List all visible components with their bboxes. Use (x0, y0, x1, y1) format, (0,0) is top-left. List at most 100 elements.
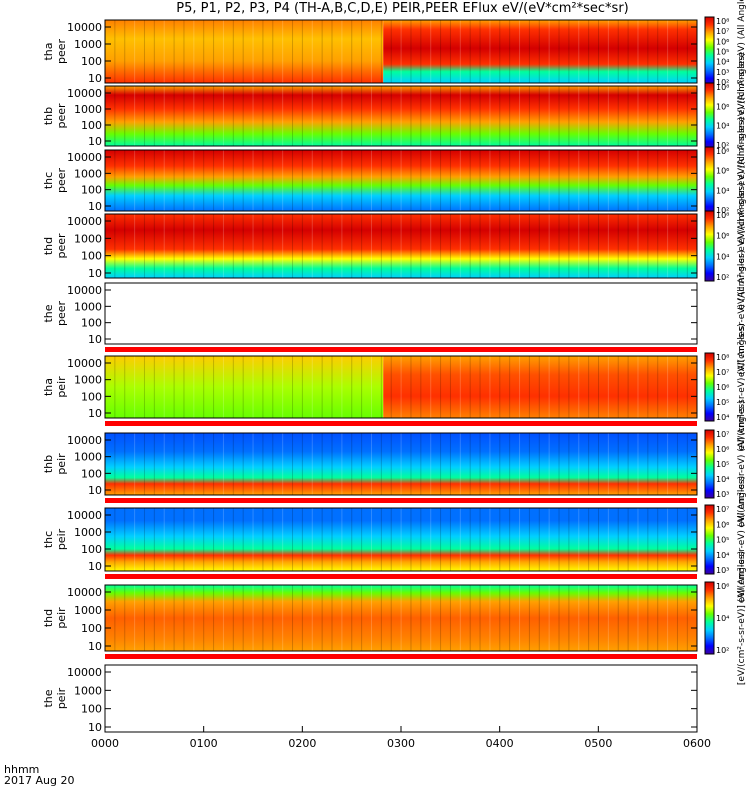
x-tick-label: 0300 (387, 737, 415, 750)
y-tick-label: 10 (88, 135, 102, 148)
spectrogram-image (105, 214, 697, 278)
colorbar-tick-label: 10³ (716, 490, 729, 499)
y-tick-label: 10 (88, 333, 102, 346)
quality-flag-bar (105, 347, 697, 352)
panel-frame (104, 507, 698, 572)
spectrogram-texture (104, 86, 688, 146)
colorbar-label: eV/(cm²-s-sr-eV) (All Angles) (737, 117, 747, 244)
colorbar-tick-label: 10⁶ (716, 520, 729, 529)
spectrogram-image (105, 433, 697, 495)
y-tick-label: 100 (81, 543, 102, 556)
panel-the-peir: 10 100 1000 10000 thepeir (42, 664, 698, 734)
y-tick-label: 10000 (67, 21, 102, 34)
colorbar-label: eV/(cm²-s-sr-eV) (All Angles) (737, 0, 747, 115)
y-tick-label: 10 (88, 407, 102, 420)
y-tick-label: 1000 (74, 167, 102, 180)
panel-frame (104, 213, 698, 279)
spectrogram-image (383, 20, 697, 83)
colorbar-label: eV/(cm²-s-sr-eV) (All Angles) (737, 182, 747, 309)
colorbar-label: eV/(cm²-s-sr-eV) (All Angles) (737, 250, 747, 377)
spectrogram-texture (104, 20, 688, 83)
panel-thc-peer: 10 100 1000 10000 thcpeer 10² 10⁴ 10⁶ 10⁸ eV/(cm²… (42, 117, 747, 244)
y-tick-label: 10000 (67, 666, 102, 679)
y-tick-label: 100 (81, 390, 102, 403)
panel-frame (104, 85, 698, 147)
spectrogram-texture (104, 214, 688, 278)
spectrogram-image (105, 585, 697, 651)
y-tick-label: 100 (81, 250, 102, 263)
y-tick-label: 10000 (67, 357, 102, 370)
panel-thb-peir: 10 100 1000 10000 thbpeir 10³ 10⁴ 10⁵ 10⁶ 10⁷ eV/(… (42, 400, 747, 527)
colorbar-tick-label: 10⁴ (716, 252, 729, 261)
y-tick-label: 1000 (74, 526, 102, 539)
y-tick-label: 1000 (74, 103, 102, 116)
y-tick-label: 10000 (67, 434, 102, 447)
panel-label: thapeer (42, 39, 68, 65)
y-tick-label: 1000 (74, 451, 102, 464)
panel-label: thepeir (42, 687, 68, 709)
panel-frame (104, 664, 698, 733)
y-tick-label: 10 (88, 200, 102, 213)
colorbar (704, 429, 715, 499)
y-tick-label: 1000 (74, 38, 102, 51)
x-tick-label: 0200 (288, 737, 316, 750)
y-tick-label: 100 (81, 467, 102, 480)
quality-flag-bar (105, 654, 697, 659)
colorbar (704, 16, 715, 87)
spectrogram-texture (104, 150, 688, 211)
spectrogram-image (105, 86, 697, 146)
panel-thd-peer: 10 100 1000 10000 thdpeer 10² 10⁴ 10⁶ 10⁸ eV/(cm²… (42, 182, 747, 309)
y-tick-label: 10 (88, 640, 102, 653)
panel-tha-peir: 10 100 1000 10000 thapeir 10⁴ 10⁵ 10⁶ 10⁷ 10⁸ eV/(… (42, 323, 747, 450)
panel-label: thcpeir (42, 528, 68, 550)
y-tick-label: 10000 (67, 284, 102, 297)
time-axis-label: hhmm 2017 Aug 20 (4, 764, 74, 786)
y-tick-label: 10 (88, 560, 102, 573)
colorbar-tick-label: 10⁶ (716, 102, 729, 111)
panel-frame (104, 19, 698, 84)
colorbar (704, 146, 715, 215)
colorbar-tick-label: 10⁸ (716, 147, 729, 156)
panel-label: thepeer (42, 301, 68, 327)
panel-frame (104, 149, 698, 212)
spectrogram-image (105, 20, 384, 83)
colorbar-tick-label: 10⁶ (716, 445, 729, 454)
panel-thb-peer: 10 100 1000 10000 thbpeer 10² 10⁴ 10⁶ 10⁸ eV/(cm²… (42, 52, 747, 179)
x-tick-label: 0400 (486, 737, 514, 750)
y-tick-label: 100 (81, 703, 102, 716)
panel-label: thdpeer (42, 233, 68, 259)
y-tick-label: 100 (81, 55, 102, 68)
quality-flag-bar (105, 574, 697, 579)
plot-title: P5, P1, P2, P3, P4 (TH-A,B,C,D,E) PEIR,P… (176, 1, 629, 16)
spectrogram-texture (104, 433, 688, 495)
y-tick-label: 100 (81, 317, 102, 330)
panel-frame (104, 282, 698, 345)
colorbar-tick-label: 10² (716, 206, 729, 215)
panel-frame (104, 355, 698, 419)
colorbar-tick-label: 10⁴ (716, 122, 729, 131)
colorbar-tick-label: 10⁶ (716, 37, 729, 46)
colorbar-tick-label: 10⁴ (716, 413, 729, 422)
colorbar-label: eV/(cm²-s-sr-eV) (All Angles) (737, 323, 747, 450)
colorbar-tick-label: 10⁴ (716, 186, 729, 195)
colorbar-tick-label: 10⁴ (716, 475, 729, 484)
colorbar-tick-label: 10⁷ (716, 368, 729, 377)
colorbar-tick-label: 10⁵ (716, 536, 729, 545)
y-tick-label: 10 (88, 721, 102, 734)
spectrogram-texture (104, 356, 688, 418)
colorbar-label: eV/(cm²-s-sr-eV) (All Angles) (737, 400, 747, 527)
y-tick-label: 10000 (67, 87, 102, 100)
y-tick-label: 100 (81, 184, 102, 197)
colorbar-tick-label: 10⁵ (716, 398, 729, 407)
y-tick-label: 10000 (67, 586, 102, 599)
colorbar-tick-label: 10² (716, 273, 729, 282)
time-axis-date: 2017 Aug 20 (4, 774, 75, 787)
y-tick-label: 1000 (74, 300, 102, 313)
y-tick-label: 1000 (74, 604, 102, 617)
colorbar-label: [eV/(cm²-s-sr-eV)] (All Angles) (737, 551, 747, 685)
panel-label: thcpeer (42, 168, 68, 194)
y-tick-label: 100 (81, 119, 102, 132)
y-tick-label: 10 (88, 72, 102, 85)
colorbar-tick-label: 10⁷ (716, 27, 729, 36)
